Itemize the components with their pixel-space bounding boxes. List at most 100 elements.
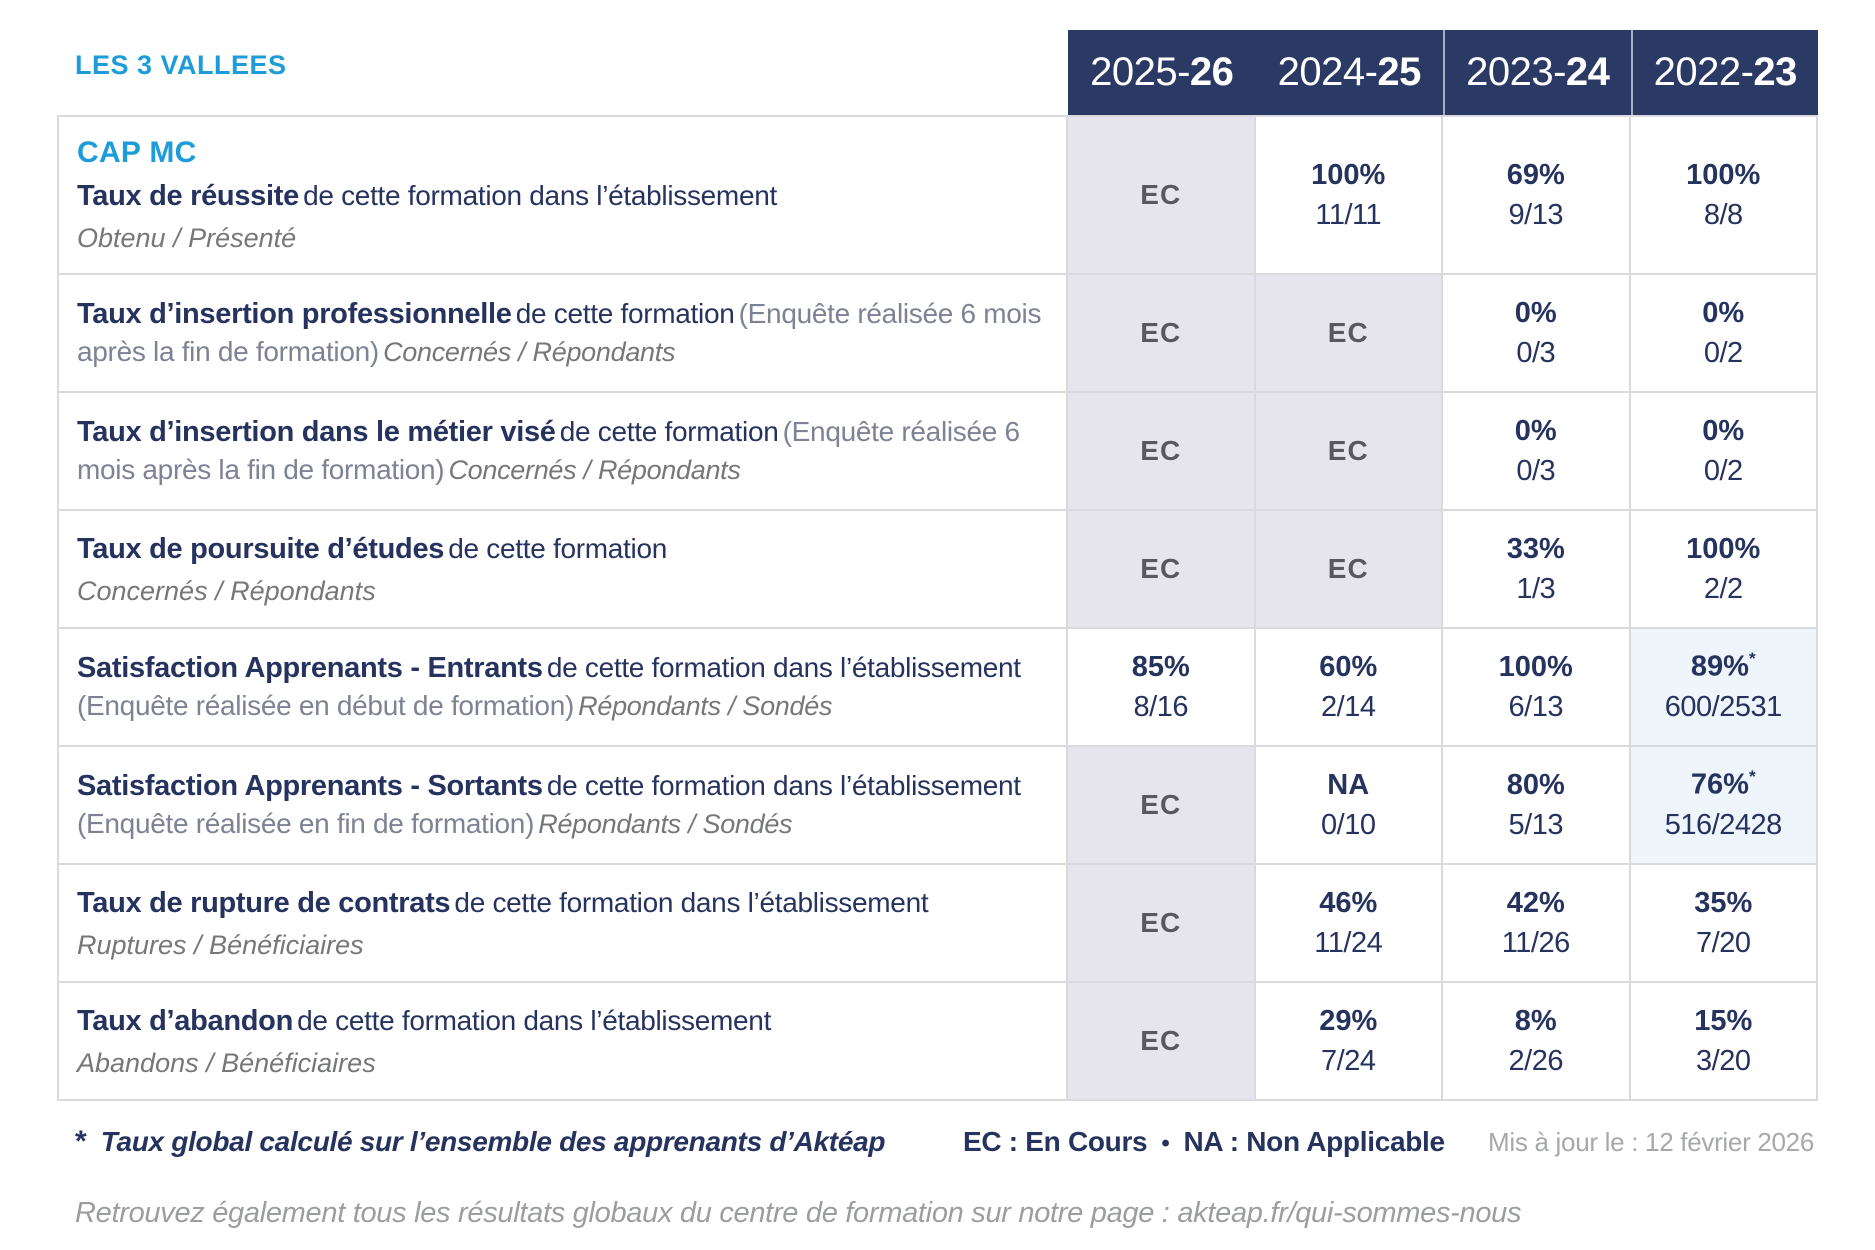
percentage-value: 33% [1507, 533, 1565, 566]
row-label-bold: Satisfaction Apprenants - Sortants [77, 769, 543, 802]
row-label-normal: de cette formation dans l’établissement [303, 180, 777, 212]
data-cell: 46% 11/24 [1255, 865, 1443, 981]
percentage-value: 8% [1515, 1005, 1557, 1038]
year-prefix: 2025- [1090, 50, 1190, 94]
row-label-sub: Concernés / Répondants [77, 575, 376, 606]
percentage-text: 15% [1694, 1004, 1753, 1037]
asterisk-marker: * [1748, 649, 1756, 669]
data-cell: EC [1255, 393, 1443, 509]
fraction-value: 600/2531 [1664, 690, 1782, 723]
percentage-value: 0% [1702, 415, 1744, 448]
row-label-survey-note: (Enquête réalisée 6 mois après la fin de… [77, 415, 1020, 485]
row-label-sub: Répondants / Sondés [538, 808, 793, 839]
row-label-bold: Taux de rupture de contrats [77, 887, 451, 920]
row-label: Taux d’insertion dans le métier visé de … [77, 414, 1042, 488]
data-cell: 89%* 600/2531 [1630, 629, 1818, 745]
fraction-value: 3/20 [1696, 1044, 1751, 1077]
percentage-value: 0% [1702, 297, 1744, 330]
data-cell: 0% 0/3 [1443, 275, 1631, 391]
year-suffix: 23 [1753, 50, 1797, 94]
percentage-value: 80% [1507, 769, 1565, 802]
status-text: EC [1140, 907, 1182, 938]
table-row: Taux d’abandon de cette formation dans l… [57, 983, 1818, 1101]
row-label-bold: Taux d’insertion dans le métier visé [77, 415, 556, 448]
asterisk-marker: * [75, 1125, 87, 1158]
year-header-2024-25: 2024- 25 [1255, 30, 1443, 115]
percentage-text: 33% [1506, 532, 1565, 565]
table-header-row: LES 3 VALLEES 2025- 26 2024- 25 2023- 24 20… [57, 30, 1818, 115]
year-header-2025-26: 2025- 26 [1068, 30, 1256, 115]
data-cell: 76%* 516/2428 [1630, 747, 1818, 863]
year-prefix: 2023- [1466, 50, 1566, 94]
percentage-text: 0% [1514, 414, 1557, 447]
year-suffix: 26 [1189, 50, 1234, 94]
data-cell: 15% 3/20 [1630, 983, 1818, 1099]
row-label-sub: Ruptures / Bénéficiaires [77, 929, 364, 960]
year-suffix: 25 [1377, 50, 1421, 94]
page-title: LES 3 VALLEES [75, 50, 287, 80]
percentage-text: 8% [1514, 1004, 1557, 1037]
fraction-value: 2/14 [1321, 690, 1376, 723]
percentage-value: 85% [1132, 651, 1190, 684]
percentage-value: 15% [1694, 1005, 1752, 1038]
data-cell: EC [1068, 275, 1256, 391]
row-label: Satisfaction Apprenants - Entrants de ce… [77, 650, 1042, 724]
row-label-sub: Concernés / Répondants [448, 454, 741, 485]
data-cell: EC [1068, 747, 1256, 863]
data-cell: EC [1068, 511, 1256, 627]
fraction-value: 8/8 [1703, 198, 1743, 231]
data-cell: EC [1068, 393, 1256, 509]
fraction-value: 11/26 [1501, 926, 1570, 959]
year-suffix: 24 [1565, 50, 1610, 94]
data-cell: 85% 8/16 [1068, 629, 1256, 745]
table-row: Satisfaction Apprenants - Entrants de ce… [57, 629, 1818, 747]
year-header-2022-23: 2022- 23 [1630, 30, 1818, 115]
fraction-value: 6/13 [1508, 690, 1564, 723]
fraction-value: 9/13 [1508, 198, 1564, 231]
percentage-value: 89%* [1691, 649, 1756, 684]
fraction-value: 5/13 [1508, 808, 1564, 841]
row-label: Taux d’abandon de cette formation dans l… [77, 1003, 1042, 1041]
percentage-text: 69% [1506, 158, 1565, 191]
percentage-text: 0% [1702, 296, 1745, 329]
percentage-value: 29% [1319, 1005, 1377, 1038]
data-cell: 69% 9/13 [1443, 117, 1631, 273]
row-label-cell: Taux d’abandon de cette formation dans l… [57, 983, 1068, 1099]
percentage-value: 76%* [1691, 767, 1756, 802]
data-cell: EC [1068, 865, 1256, 981]
percentage-text: 85% [1131, 650, 1190, 683]
last-updated-date: Mis à jour le : 12 février 2026 [1488, 1127, 1814, 1157]
data-cell: 100% 2/2 [1630, 511, 1818, 627]
percentage-value: 0% [1515, 297, 1557, 330]
asterisk-marker: * [1748, 767, 1756, 787]
row-label-cell: Taux d’insertion dans le métier visé de … [57, 393, 1068, 509]
data-cell: 0% 0/3 [1443, 393, 1631, 509]
percentage-text: 80% [1506, 768, 1565, 801]
fraction-value: 11/11 [1315, 198, 1382, 231]
fraction-value: 0/2 [1703, 454, 1743, 487]
row-label-sub: Répondants / Sondés [578, 690, 833, 721]
data-cell: 0% 0/2 [1630, 275, 1818, 391]
fraction-value: 8/16 [1133, 690, 1189, 723]
fraction-value: 0/2 [1703, 336, 1743, 369]
row-label-cell: Satisfaction Apprenants - Sortants de ce… [57, 747, 1068, 863]
data-cell: 60% 2/14 [1255, 629, 1443, 745]
row-label-sub: Concernés / Répondants [383, 336, 676, 367]
status-text: EC [1140, 553, 1182, 584]
fraction-value: 0/10 [1321, 808, 1376, 841]
data-cell: 100% 8/8 [1630, 117, 1818, 273]
percentage-value: 69% [1507, 159, 1565, 192]
row-label-bold: Satisfaction Apprenants - Entrants [77, 651, 543, 684]
data-cell: 100% 11/11 [1255, 117, 1443, 273]
year-header-2023-24: 2023- 24 [1443, 30, 1631, 115]
percentage-value: 42% [1507, 887, 1565, 920]
row-label: Taux de réussite de cette formation dans… [77, 178, 1042, 216]
legend-na: NA : Non Applicable [1183, 1126, 1445, 1157]
table-row: Taux de poursuite d’études de cette form… [57, 511, 1818, 629]
table-body: CAP MC Taux de réussite de cette formatio… [57, 115, 1818, 1101]
percentage-text: 100% [1686, 532, 1761, 565]
table-row: Satisfaction Apprenants - Sortants de ce… [57, 747, 1818, 865]
data-cell: EC [1255, 275, 1443, 391]
status-text: EC [1140, 435, 1182, 466]
note-text: Taux global calculé sur l’ensemble des a… [100, 1126, 886, 1157]
